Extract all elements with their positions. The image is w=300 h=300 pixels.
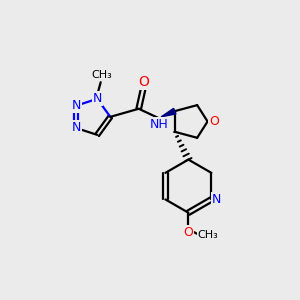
Text: O: O [209, 115, 219, 128]
Text: CH₃: CH₃ [198, 230, 218, 240]
Text: CH₃: CH₃ [92, 70, 112, 80]
Text: N: N [71, 99, 81, 112]
Text: N: N [71, 122, 81, 134]
Text: O: O [184, 226, 193, 239]
Text: N: N [212, 193, 221, 206]
Text: N: N [92, 92, 102, 105]
Text: O: O [138, 74, 149, 88]
Polygon shape [161, 108, 176, 117]
Text: NH: NH [149, 118, 168, 131]
